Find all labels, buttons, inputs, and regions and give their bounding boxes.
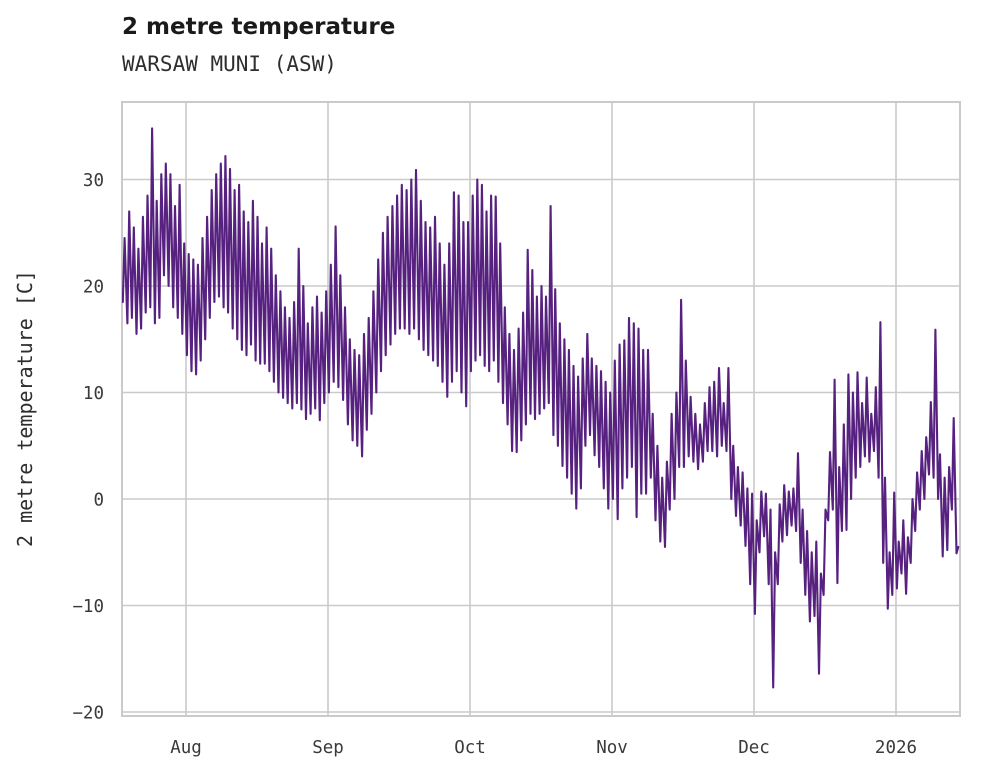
- temperature-series-line: [122, 127, 960, 689]
- x-tick-label: Nov: [596, 738, 628, 758]
- y-tick-label: −10: [72, 597, 104, 617]
- x-tick-label: Dec: [738, 738, 770, 758]
- x-tick-label: 2026: [875, 738, 917, 758]
- y-tick-label: 20: [83, 278, 104, 298]
- x-tick-label: Sep: [312, 738, 344, 758]
- y-tick-label: 10: [83, 384, 104, 404]
- plot-border: [121, 101, 961, 717]
- y-tick-label: −20: [72, 704, 104, 724]
- y-tick-label: 30: [83, 171, 104, 191]
- y-tick-label: 0: [93, 491, 104, 511]
- chart-subtitle: WARSAW MUNI (ASW): [122, 52, 337, 76]
- x-tick-label: Aug: [170, 738, 202, 758]
- x-tick-label: Oct: [454, 738, 486, 758]
- chart-title: 2 metre temperature: [122, 14, 396, 40]
- y-axis-label: 2 metre temperature [C]: [13, 270, 37, 548]
